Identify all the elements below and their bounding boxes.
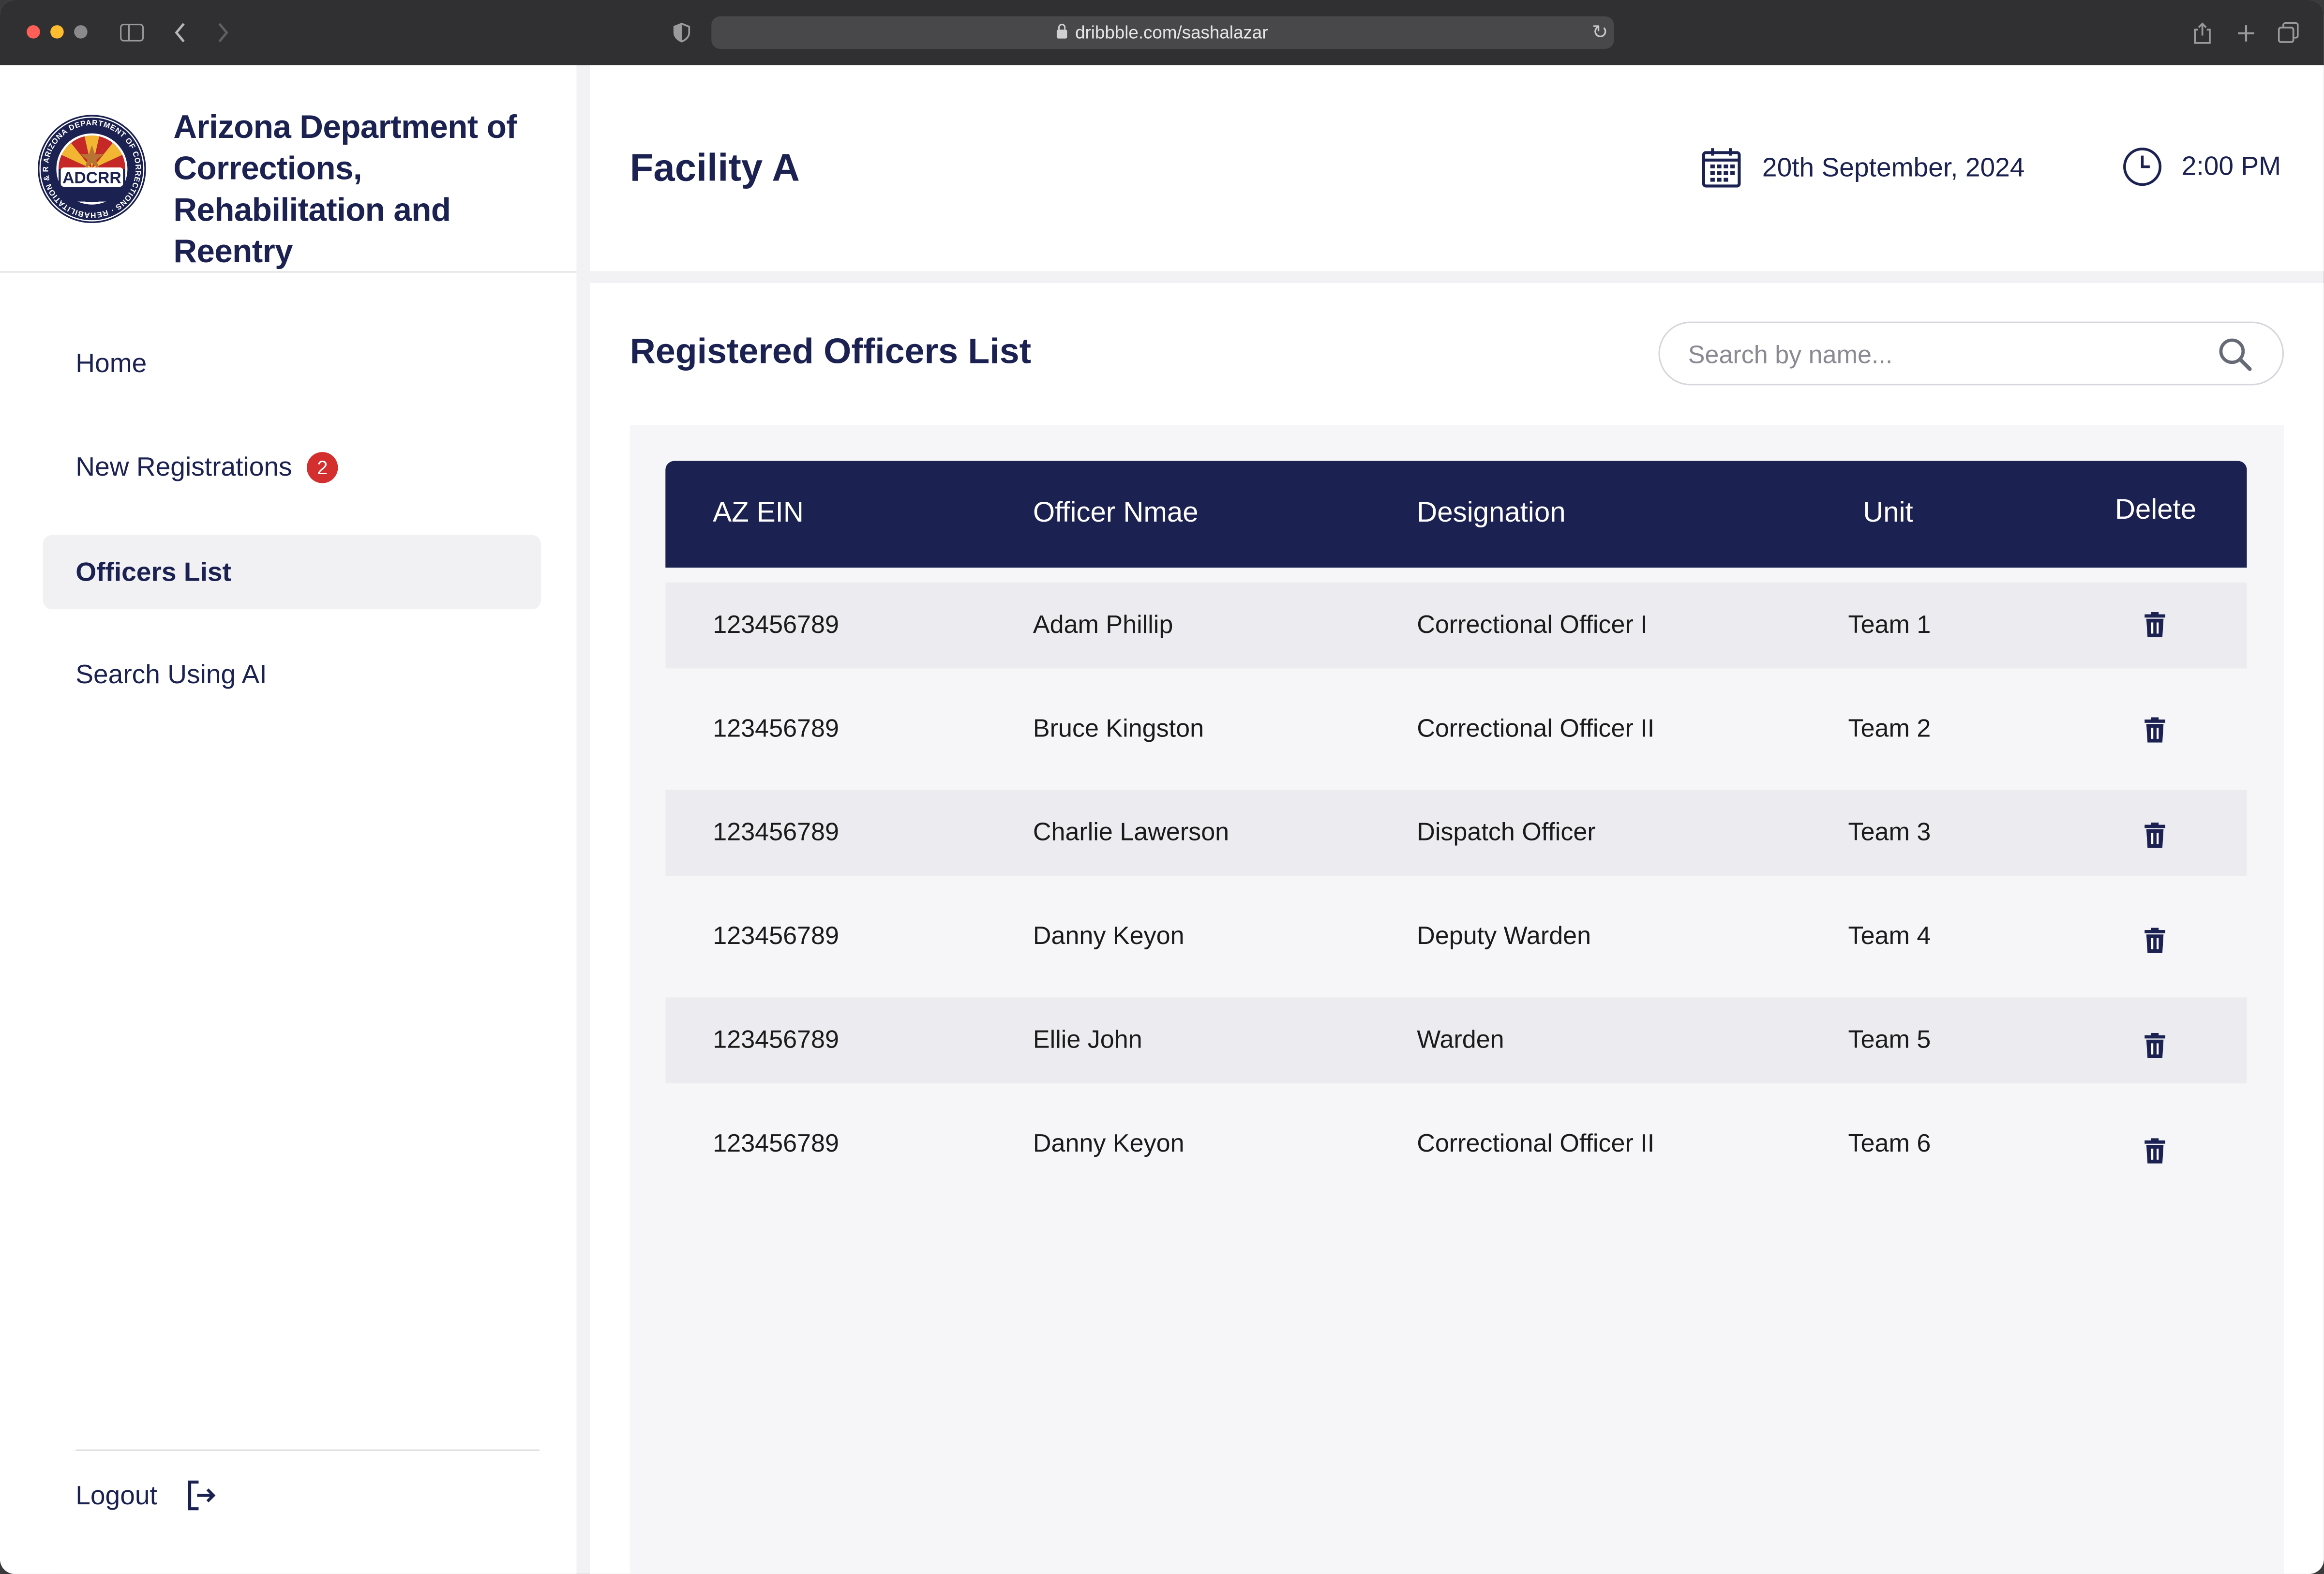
sidebar: ADCRR ARIZONA DEPARTMENT OF CORRECTIONS … — [0, 65, 577, 1574]
sidebar-item-label: Officers List — [75, 556, 231, 586]
cell-officer-name: Bruce Kingston — [1033, 714, 1204, 743]
search-input[interactable] — [1685, 323, 2195, 387]
cell-officer-name: Ellie John — [1033, 1025, 1142, 1054]
reload-icon[interactable]: ↻ — [1591, 20, 1608, 43]
cell-officer-name: Danny Keyon — [1033, 1129, 1184, 1158]
column-header-officer-name: Officer Nmae — [1033, 498, 1199, 529]
delete-row-button[interactable] — [2144, 792, 2166, 878]
current-date: 20th September, 2024 — [1762, 151, 2025, 182]
browser-toolbar: dribbble.com/sashalazar ↻ — [0, 0, 2324, 65]
delete-row-button[interactable] — [2144, 1002, 2166, 1088]
brand-name: Arizona Department of Corrections, Rehab… — [173, 108, 517, 270]
brand-header: ADCRR ARIZONA DEPARTMENT OF CORRECTIONS … — [0, 65, 577, 273]
trash-icon — [2144, 822, 2166, 847]
notification-badge: 2 — [307, 451, 338, 483]
seal-acronym: ADCRR — [62, 169, 121, 187]
lock-icon — [1057, 24, 1068, 39]
address-bar[interactable]: dribbble.com/sashalazar ↻ — [711, 16, 1614, 49]
trash-icon — [2144, 716, 2166, 742]
table-row: 123456789 Danny Keyon Deputy Warden Team… — [665, 894, 2247, 980]
adcrr-seal-logo: ADCRR ARIZONA DEPARTMENT OF CORRECTIONS … — [37, 114, 146, 223]
column-header-delete: Delete — [2114, 495, 2197, 526]
search-icon[interactable] — [2217, 336, 2253, 372]
cell-designation: Correctional Officer I — [1417, 610, 1648, 639]
logout-icon — [188, 1480, 216, 1511]
cell-az-ein: 123456789 — [713, 818, 839, 846]
sidebar-item-home[interactable]: Home — [43, 326, 541, 400]
sidebar-toggle-icon[interactable] — [119, 16, 145, 49]
table-row: 123456789 Bruce Kingston Correctional Of… — [665, 686, 2247, 772]
clock-icon — [2123, 148, 2162, 186]
delete-row-button[interactable] — [2144, 897, 2166, 983]
cell-az-ein: 123456789 — [713, 610, 839, 639]
delete-row-button[interactable] — [2144, 581, 2166, 667]
back-arrow-icon[interactable] — [169, 16, 190, 49]
main-content: Registered Officers List AZ EIN Officer … — [590, 283, 2324, 1574]
cell-unit: Team 3 — [1848, 818, 1931, 846]
cell-officer-name: Danny Keyon — [1033, 922, 1184, 950]
forward-arrow-icon[interactable] — [212, 16, 233, 49]
cell-unit: Team 2 — [1848, 714, 1931, 743]
cell-designation: Dispatch Officer — [1417, 818, 1596, 846]
tab-overview-icon[interactable] — [2277, 16, 2300, 49]
cell-az-ein: 123456789 — [713, 922, 839, 950]
trash-icon — [2144, 1032, 2166, 1058]
delete-row-button[interactable] — [2144, 1107, 2166, 1193]
date-display: 20th September, 2024 — [1701, 147, 2024, 188]
top-bar: Facility A 20th September, 2024 2:00 PM — [590, 65, 2324, 271]
trash-icon — [2144, 611, 2166, 637]
new-tab-icon[interactable] — [2234, 16, 2257, 49]
column-header-unit: Unit — [1863, 498, 1913, 529]
cell-az-ein: 123456789 — [713, 1025, 839, 1054]
address-bar-url: dribbble.com/sashalazar — [1075, 22, 1268, 43]
logout-label: Logout — [75, 1480, 157, 1510]
close-window-button[interactable] — [27, 25, 40, 39]
table-row: 123456789 Charlie Lawerson Dispatch Offi… — [665, 790, 2247, 876]
cell-officer-name: Charlie Lawerson — [1033, 818, 1229, 846]
sidebar-item-officers-list[interactable]: Officers List — [43, 535, 541, 609]
sidebar-item-label: Search Using AI — [75, 659, 267, 689]
column-header-designation: Designation — [1417, 498, 1566, 529]
column-header-az-ein: AZ EIN — [713, 498, 804, 529]
minimize-window-button[interactable] — [50, 25, 64, 39]
cell-designation: Deputy Warden — [1417, 922, 1591, 950]
cell-az-ein: 123456789 — [713, 1129, 839, 1158]
table-row: 123456789 Adam Phillip Correctional Offi… — [665, 581, 2247, 669]
cell-az-ein: 123456789 — [713, 714, 839, 743]
cell-unit: Team 6 — [1848, 1129, 1931, 1158]
sidebar-item-label: New Registrations — [75, 451, 292, 481]
logout-button[interactable]: Logout — [75, 1479, 218, 1512]
sidebar-item-label: Home — [75, 347, 147, 377]
divider — [75, 1449, 540, 1451]
trash-icon — [2144, 1137, 2166, 1163]
officers-table-panel: AZ EIN Officer Nmae Designation Unit Del… — [630, 425, 2284, 1574]
sidebar-item-search-using-ai[interactable]: Search Using AI — [43, 637, 541, 711]
cell-designation: Correctional Officer II — [1417, 714, 1655, 743]
facility-title: Facility A — [630, 145, 800, 190]
privacy-shield-icon[interactable] — [672, 16, 692, 49]
cell-designation: Correctional Officer II — [1417, 1129, 1655, 1158]
time-display: 2:00 PM — [2122, 147, 2281, 187]
delete-row-button[interactable] — [2144, 686, 2166, 772]
cell-officer-name: Adam Phillip — [1033, 610, 1173, 639]
current-time: 2:00 PM — [2181, 151, 2281, 181]
cell-unit: Team 4 — [1848, 922, 1931, 950]
calendar-icon — [1702, 148, 1741, 188]
table-row: 123456789 Danny Keyon Correctional Offic… — [665, 1101, 2247, 1187]
share-icon[interactable] — [2190, 16, 2214, 49]
sidebar-item-new-registrations[interactable]: New Registrations 2 — [43, 430, 541, 504]
page-title: Registered Officers List — [630, 332, 1032, 372]
table-header: AZ EIN Officer Nmae Designation Unit Del… — [665, 461, 2247, 568]
maximize-window-button[interactable] — [74, 25, 88, 39]
table-row: 123456789 Ellie John Warden Team 5 — [665, 997, 2247, 1084]
search-box — [1658, 321, 2284, 387]
trash-icon — [2144, 927, 2166, 952]
cell-unit: Team 5 — [1848, 1025, 1931, 1054]
cell-unit: Team 1 — [1848, 610, 1931, 639]
cell-designation: Warden — [1417, 1025, 1504, 1054]
